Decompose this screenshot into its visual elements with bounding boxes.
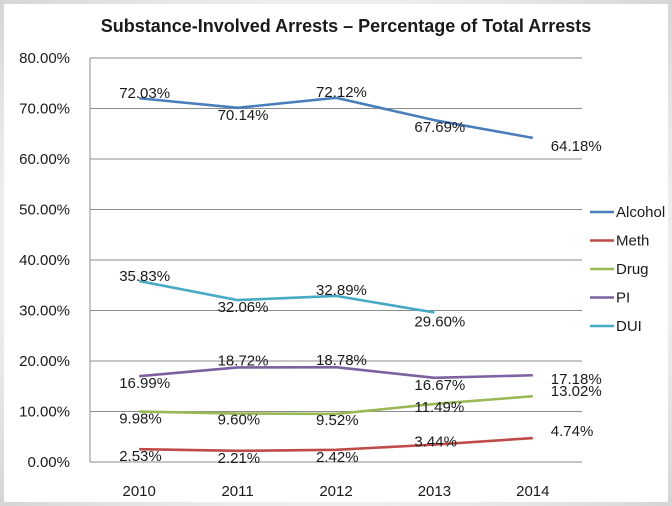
data-label: 16.67%	[414, 377, 465, 394]
x-tick-label: 2013	[418, 483, 451, 500]
data-label: 16.99%	[119, 375, 170, 392]
x-tick-label: 2012	[319, 483, 352, 500]
data-label: 9.52%	[316, 412, 359, 429]
data-labels: 72.03% 70.14% 72.12% 67.69% 64.18% 2.53% 2.21%…	[119, 84, 601, 467]
data-label: 18.78%	[316, 352, 367, 369]
data-label: 2.21%	[218, 450, 261, 467]
data-label: 13.02%	[551, 383, 602, 400]
series-line-alcohol	[139, 96, 534, 140]
y-tick-label: 40.00%	[19, 252, 70, 269]
legend-label-meth: Meth	[616, 233, 649, 250]
data-label: 32.89%	[316, 282, 367, 299]
legend-label-alcohol: Alcohol	[616, 204, 665, 221]
x-axis-ticks: 2010 2011 2012 2013 2014	[123, 483, 550, 500]
data-label: 32.06%	[218, 299, 269, 316]
data-label: 3.44%	[414, 434, 457, 451]
legend-label-dui: DUI	[616, 318, 642, 335]
data-label: 29.60%	[414, 314, 465, 331]
data-label: 35.83%	[119, 268, 170, 285]
data-label: 18.72%	[218, 352, 269, 369]
data-label: 17.18%	[551, 371, 602, 388]
y-tick-label: 70.00%	[19, 101, 70, 118]
series-line-pi	[139, 365, 533, 380]
y-tick-label: 10.00%	[19, 404, 70, 421]
data-label: 2.53%	[119, 448, 162, 465]
data-label: 2.42%	[316, 449, 359, 466]
legend-label-drug: Drug	[616, 261, 649, 278]
legend: Alcohol Meth Drug PI DUI	[590, 204, 665, 335]
series-line-dui	[138, 279, 435, 314]
x-tick-label: 2011	[221, 483, 253, 500]
y-tick-label: 0.00%	[27, 454, 70, 471]
x-tick-label: 2014	[516, 483, 549, 500]
y-tick-label: 60.00%	[19, 151, 70, 168]
y-axis-ticks: 0.00% 10.00% 20.00% 30.00% 40.00% 50.00% 60.00…	[19, 50, 70, 471]
x-tick-label: 2010	[123, 483, 156, 500]
y-tick-label: 80.00%	[19, 50, 70, 67]
chart-title: Substance-Involved Arrests – Percentage …	[101, 16, 592, 36]
gridlines	[89, 57, 582, 463]
data-label: 11.49%	[414, 399, 464, 416]
series-line-meth	[139, 436, 533, 453]
chart-panel	[4, 4, 668, 502]
series-lines	[138, 96, 534, 453]
y-tick-label: 50.00%	[19, 202, 70, 219]
data-label: 72.03%	[119, 85, 170, 102]
data-label: 9.98%	[119, 411, 162, 428]
series-line-drug	[139, 394, 533, 416]
data-label: 64.18%	[551, 138, 602, 155]
y-tick-label: 30.00%	[19, 303, 70, 320]
data-label: 72.12%	[316, 84, 367, 101]
data-label: 9.60%	[218, 412, 261, 429]
data-label: 67.69%	[414, 119, 465, 136]
data-label: 70.14%	[218, 107, 269, 124]
data-label: 4.74%	[551, 423, 594, 440]
y-tick-label: 20.00%	[19, 353, 70, 370]
legend-label-pi: PI	[616, 290, 630, 307]
